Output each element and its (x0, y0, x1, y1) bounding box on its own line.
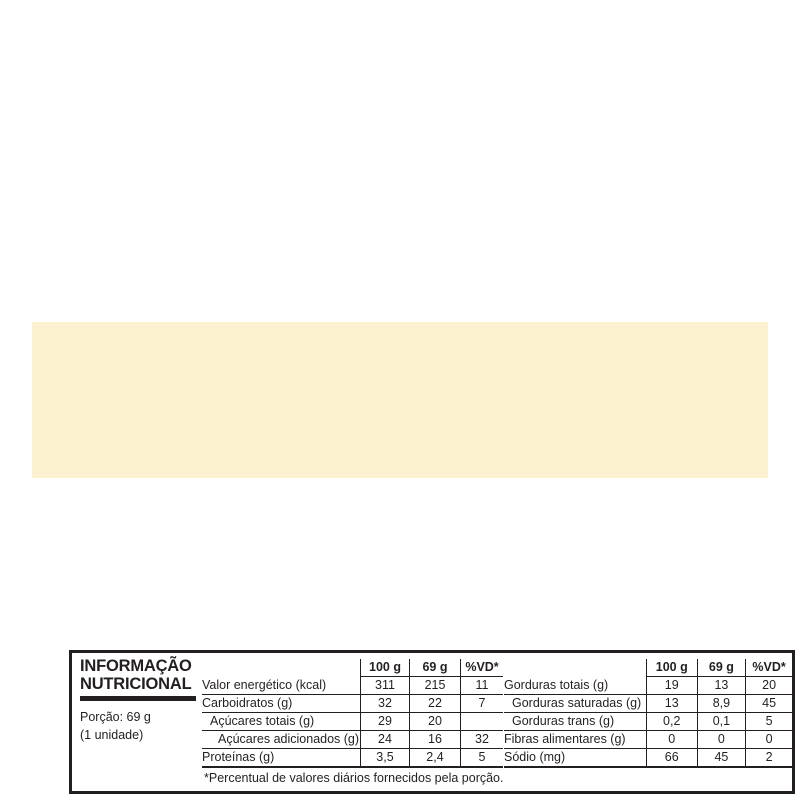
nutrient-value-v100: 32 (360, 694, 410, 713)
nutrient-label: Gorduras totais (g) (504, 676, 647, 695)
title-rule (80, 696, 196, 701)
nutrient-label: Sódio (mg) (504, 748, 647, 768)
table-row: Sódio (mg) 66 45 2 (504, 748, 792, 768)
portion-units: (1 unidade) (80, 728, 144, 742)
nutrient-value-vd: 0 (745, 730, 792, 749)
table-row: Carboidratos (g) 32 22 7 (202, 694, 503, 713)
nutrient-value-vport: 16 (409, 730, 461, 749)
title-line-2: NUTRICIONAL (80, 675, 192, 693)
column-header: 69 g (409, 659, 461, 677)
nutrient-label: Carboidratos (g) (202, 694, 361, 713)
table-row: Fibras alimentares (g) 0 0 0 (504, 730, 792, 749)
nutrient-label: Valor energético (kcal) (202, 676, 361, 695)
nutrient-value-vport: 0,1 (696, 712, 746, 731)
nutrient-label: Gorduras trans (g) (504, 712, 647, 731)
nutrient-value-vport: 22 (409, 694, 461, 713)
table-row: Gorduras totais (g) 19 13 20 (504, 676, 792, 695)
nutrient-value-v100: 66 (645, 748, 698, 768)
table-row: Gorduras trans (g) 0,2 0,1 5 (504, 712, 792, 731)
nutrient-value-vport: 13 (696, 676, 746, 695)
nutrient-value-vport: 45 (696, 748, 746, 768)
left-nutrient-table: 100 g 69 g %VD* Valor energético (kcal) 311 2… (202, 659, 503, 768)
nutrient-value-vd: 32 (460, 730, 503, 749)
nutrient-label: Proteínas (g) (202, 748, 361, 768)
nutrient-value-vport: 8,9 (696, 694, 746, 713)
nutrient-value-v100: 29 (360, 712, 410, 731)
nutrient-value-v100: 24 (360, 730, 410, 749)
table-title: INFORMAÇÃO NUTRICIONAL (80, 657, 192, 693)
table-row: Valor energético (kcal) 311 215 11 (202, 676, 503, 695)
nutrient-value-vd (460, 712, 503, 731)
nutrient-value-vport: 20 (409, 712, 461, 731)
nutrient-value-v100: 311 (360, 676, 410, 695)
nutrition-facts-table: INFORMAÇÃO NUTRICIONAL Porção: 69 g (1 u… (69, 650, 795, 794)
table-row: Açúcares adicionados (g) 24 16 32 (202, 730, 503, 749)
nutrient-value-v100: 3,5 (360, 748, 410, 768)
nutrient-value-vd: 5 (460, 748, 503, 768)
table-row: Gorduras saturadas (g) 13 8,9 45 (504, 694, 792, 713)
header-row: 100 g 69 g %VD* (504, 659, 792, 677)
title-line-1: INFORMAÇÃO (80, 657, 192, 675)
label-background: INFORMAÇÃO NUTRICIONAL Porção: 69 g (1 u… (32, 322, 795, 794)
nutrient-value-vport: 2,4 (409, 748, 461, 768)
right-nutrient-table: 100 g 69 g %VD* Gorduras totais (g) 19 13 20 Go… (504, 659, 792, 768)
nutrient-label: Açúcares totais (g) (202, 712, 361, 731)
portion-info: Porção: 69 g (1 unidade) (80, 708, 151, 744)
nutrient-value-vport: 0 (696, 730, 746, 749)
nutrient-value-v100: 0 (645, 730, 698, 749)
nutrient-value-v100: 13 (645, 694, 698, 713)
nutrient-value-vport: 215 (409, 676, 461, 695)
column-header: 69 g (696, 659, 746, 677)
nutrient-value-vd: 11 (460, 676, 503, 695)
nutrient-label: Açúcares adicionados (g) (202, 730, 361, 749)
header-blank (504, 659, 646, 677)
table-row: Açúcares totais (g) 29 20 (202, 712, 503, 731)
column-header: 100 g (645, 659, 698, 677)
header-blank (202, 659, 361, 677)
header-row: 100 g 69 g %VD* (202, 659, 503, 677)
column-header: %VD* (460, 659, 503, 677)
nutrient-value-vd: 2 (745, 748, 792, 768)
nutrient-label: Gorduras saturadas (g) (504, 694, 647, 713)
nutrient-label: Fibras alimentares (g) (504, 730, 647, 749)
table-row: Proteínas (g) 3,5 2,4 5 (202, 748, 503, 768)
nutrient-value-vd: 5 (745, 712, 792, 731)
column-header: %VD* (745, 659, 792, 677)
portion-size: Porção: 69 g (80, 710, 151, 724)
nutrient-value-v100: 19 (645, 676, 698, 695)
nutrient-value-vd: 7 (460, 694, 503, 713)
nutrient-value-vd: 20 (745, 676, 792, 695)
column-header: 100 g (360, 659, 410, 677)
nutrient-value-v100: 0,2 (645, 712, 698, 731)
nutrient-value-vd: 45 (745, 694, 792, 713)
footnote: *Percentual de valores diários fornecido… (204, 771, 504, 785)
